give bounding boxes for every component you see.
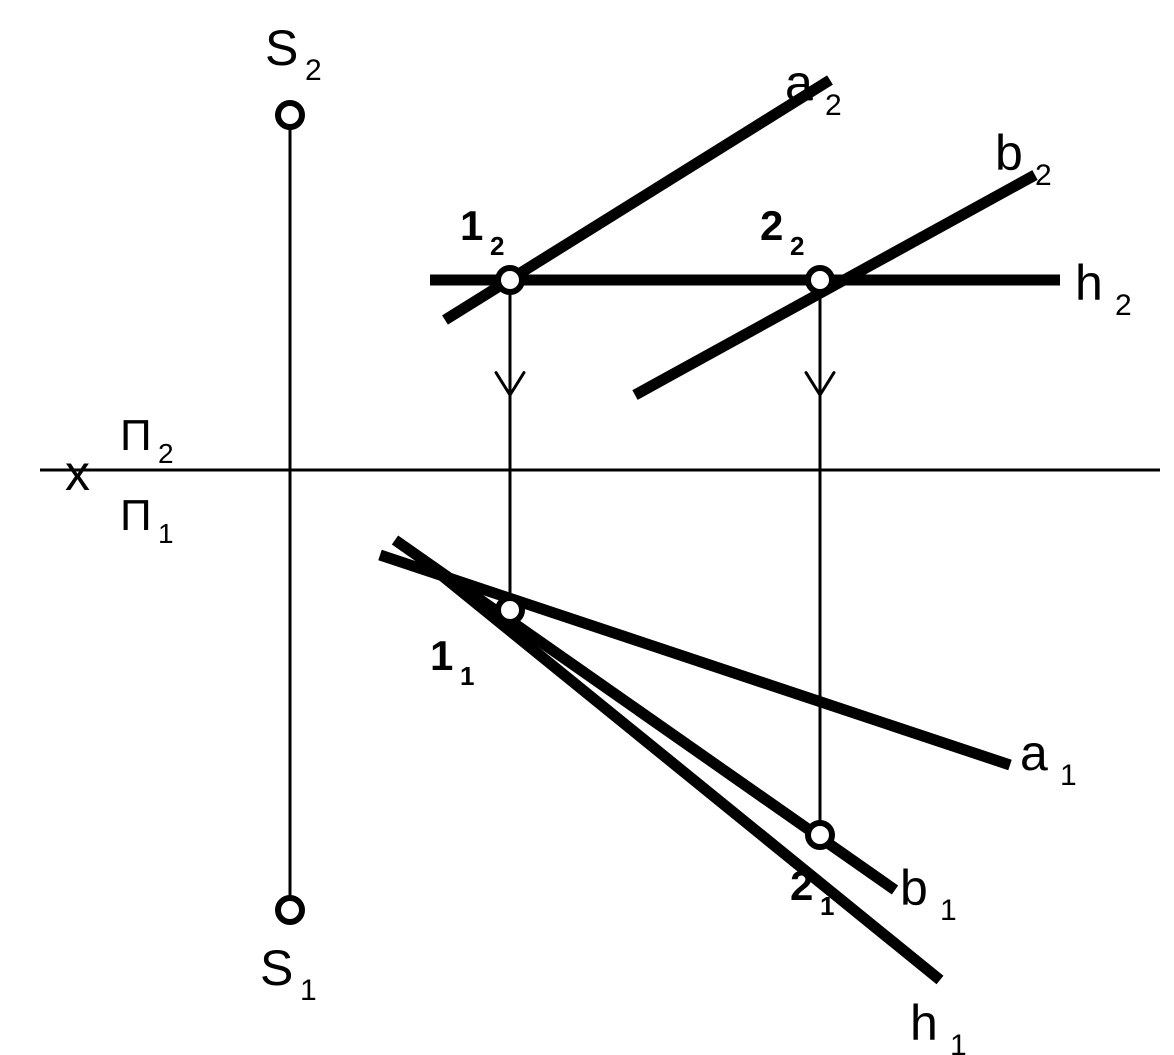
label-pi1-sub: 1 bbox=[158, 518, 174, 549]
label-pi2: П2 bbox=[120, 411, 174, 469]
label-2-1-main: 2 bbox=[790, 862, 813, 909]
label-2-1: 21 bbox=[790, 862, 834, 921]
label-s1: S1 bbox=[260, 940, 317, 1007]
label-pi2-sub: 2 bbox=[158, 438, 174, 469]
point-S1 bbox=[278, 898, 302, 922]
label-s1-sub: 1 bbox=[300, 974, 317, 1007]
line-a1 bbox=[380, 555, 1010, 765]
label-s2-sub: 2 bbox=[305, 54, 322, 87]
label-b1-sub: 1 bbox=[940, 894, 957, 927]
label-s2: S2 bbox=[265, 20, 322, 87]
label-1-1: 11 bbox=[430, 632, 474, 691]
label-pi1-main: П bbox=[120, 491, 152, 540]
line-h1 bbox=[435, 570, 940, 980]
label-1-2: 12 bbox=[460, 202, 504, 261]
label-h1-sub: 1 bbox=[950, 1029, 967, 1055]
label-a1-sub: 1 bbox=[1060, 759, 1077, 792]
label-2-2-main: 2 bbox=[760, 202, 783, 249]
label-x: x bbox=[65, 445, 90, 501]
label-a2-sub: 2 bbox=[825, 89, 842, 122]
point-P21 bbox=[808, 823, 832, 847]
label-b1-main: b bbox=[900, 860, 928, 916]
label-s1-main: S bbox=[260, 940, 293, 996]
label-2-1-sub: 1 bbox=[820, 891, 834, 921]
label-h2: h2 bbox=[1075, 255, 1132, 322]
label-1-2-main: 1 bbox=[460, 202, 483, 249]
point-S2 bbox=[278, 103, 302, 127]
label-1-2-sub: 2 bbox=[490, 231, 504, 261]
label-a1-main: a bbox=[1020, 725, 1048, 781]
label-h1: h1 bbox=[910, 995, 967, 1055]
label-2-2: 22 bbox=[760, 202, 804, 261]
label-a1: a1 bbox=[1020, 725, 1077, 792]
label-pi2-main: П bbox=[120, 411, 152, 460]
point-P22 bbox=[808, 268, 832, 292]
label-h1-main: h bbox=[910, 995, 938, 1051]
label-h2-sub: 2 bbox=[1115, 289, 1132, 322]
label-b1: b1 bbox=[900, 860, 957, 927]
label-h2-main: h bbox=[1075, 255, 1103, 311]
label-x-main: x bbox=[65, 445, 90, 501]
label-1-1-sub: 1 bbox=[460, 661, 474, 691]
label-1-1-main: 1 bbox=[430, 632, 453, 679]
label-b2-main: b bbox=[995, 125, 1023, 181]
label-pi1: П1 bbox=[120, 491, 174, 549]
label-a2-main: a bbox=[785, 55, 813, 111]
label-s2-main: S bbox=[265, 20, 298, 76]
point-P12 bbox=[498, 268, 522, 292]
label-b2-sub: 2 bbox=[1035, 159, 1052, 192]
point-P11 bbox=[498, 598, 522, 622]
label-2-2-sub: 2 bbox=[790, 231, 804, 261]
